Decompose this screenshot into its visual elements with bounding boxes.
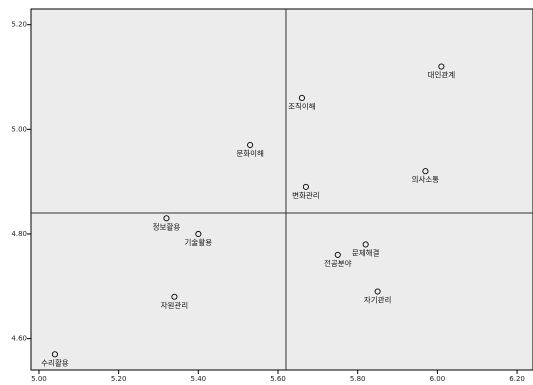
y-tick-label: 4.60 (11, 335, 27, 343)
data-point (298, 94, 305, 101)
data-point (163, 215, 170, 222)
x-tick-label: 5.60 (270, 375, 286, 381)
data-point (51, 351, 58, 358)
data-point (302, 183, 309, 190)
data-point (362, 241, 369, 248)
data-point-label: 문화이해 (236, 148, 264, 158)
data-point-label: 조직이해 (288, 101, 316, 111)
axes: 4.60 4.80 5.00 5.20 5.00 5.20 5.40 5.60 5.80 6.00… (11, 21, 525, 383)
data-point-label: 수리활용 (41, 357, 69, 367)
data-point (422, 168, 429, 175)
data-points: 대인관계조직이해문화이해의사소통변화관리정보활용기술활용문제해결전공분야자기관리… (41, 63, 456, 367)
data-point-label: 자기관리 (364, 295, 392, 305)
data-point-label: 정보활용 (153, 221, 181, 231)
x-tick-label: 5.20 (111, 375, 127, 381)
x-tick-label: 5.80 (350, 375, 366, 381)
reference-lines (31, 9, 533, 370)
plot-area (30, 8, 533, 371)
y-tick-label: 5.20 (11, 21, 27, 29)
data-point-label: 자원관리 (161, 300, 189, 310)
data-point (438, 63, 445, 70)
y-tick-label: 5.00 (11, 125, 27, 133)
data-point-label: 변화관리 (292, 190, 320, 200)
data-point-label: 기술활용 (185, 237, 213, 247)
data-point (171, 293, 178, 300)
data-point-label: 대인관계 (428, 70, 456, 80)
data-point-label: 의사소통 (412, 174, 440, 184)
x-tick-label: 5.40 (191, 375, 207, 381)
x-tick-label: 6.00 (430, 375, 446, 381)
data-point (247, 141, 254, 149)
data-point (334, 251, 341, 258)
x-tick-label: 6.20 (509, 375, 525, 381)
data-point-label: 전공분야 (324, 258, 352, 268)
data-point-label: 문제해결 (352, 247, 380, 257)
y-tick-label: 4.80 (11, 230, 27, 238)
data-point (374, 288, 381, 295)
x-tick-label: 5.00 (31, 375, 47, 381)
data-point (195, 230, 202, 238)
